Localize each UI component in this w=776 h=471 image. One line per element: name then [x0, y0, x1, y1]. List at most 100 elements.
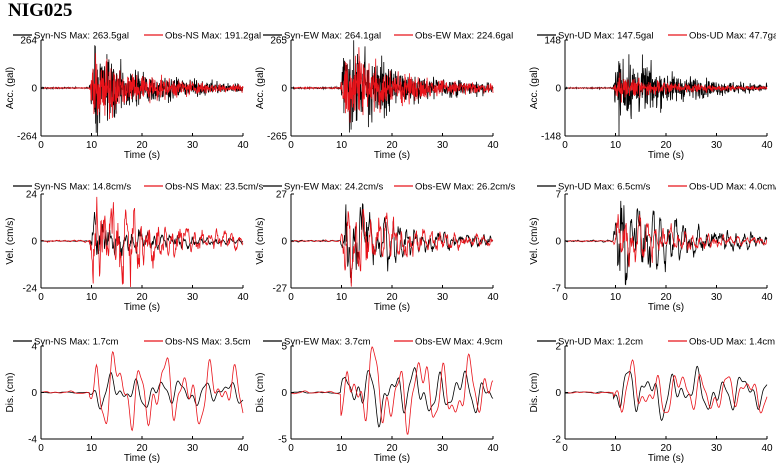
- y-tick-label: 0: [555, 237, 561, 248]
- y-axis-label: Acc. (gal): [529, 67, 540, 109]
- y-axis-label: Dis. (cm): [255, 373, 266, 413]
- x-tick-label: 0: [38, 443, 44, 454]
- y-tick-label: 0: [555, 84, 561, 95]
- x-tick-label: 0: [38, 140, 44, 151]
- y-tick-label: 4: [31, 342, 37, 353]
- x-tick-label: 10: [336, 292, 348, 303]
- legend-entry: Obs-NS Max: 3.5cm: [165, 337, 251, 348]
- x-tick-label: 0: [562, 443, 568, 454]
- legend-entry: Syn-EW Max: 264.1gal: [284, 31, 381, 42]
- x-tick-label: 40: [761, 443, 773, 454]
- x-tick-label: 40: [237, 443, 249, 454]
- panel-5: Syn-EW Max: 24.2cm/s Obs-EW Max: 26.2cm/s…: [255, 182, 516, 314]
- y-tick-label: 5: [281, 342, 287, 353]
- legend-entry: Obs-EW Max: 224.6gal: [415, 31, 513, 42]
- y-tick-label: -2: [552, 435, 561, 446]
- y-tick-label: 0: [31, 388, 37, 399]
- panel-7: Syn-NS Max: 1.7cm Obs-NS Max: 3.5cm 0 10 20 3…: [5, 337, 251, 465]
- x-tick-label: 10: [610, 443, 622, 454]
- series-line: [40, 53, 244, 120]
- x-tick-label: 30: [437, 292, 449, 303]
- x-tick-label: 30: [711, 443, 723, 454]
- x-tick-label: 40: [237, 140, 249, 151]
- x-tick-label: 30: [187, 443, 199, 454]
- x-tick-label: 10: [610, 140, 622, 151]
- x-axis-label: Time (s): [124, 150, 160, 161]
- x-tick-label: 20: [136, 443, 148, 454]
- series-line: [290, 203, 493, 284]
- series-line: [290, 366, 494, 428]
- panel-4: Syn-NS Max: 14.8cm/s Obs-NS Max: 23.5cm/s…: [5, 182, 263, 314]
- legend-entry: Obs-NS Max: 23.5cm/s: [165, 182, 263, 193]
- x-tick-label: 30: [187, 140, 199, 151]
- y-tick-label: 0: [31, 84, 37, 95]
- legend-entry: Obs-UD Max: 47.7gal: [689, 31, 776, 42]
- x-tick-label: 10: [336, 140, 348, 151]
- y-tick-label: 2: [555, 342, 561, 353]
- y-tick-label: 24: [26, 190, 38, 201]
- y-axis-label: Acc. (gal): [255, 67, 266, 109]
- x-tick-label: 40: [487, 140, 499, 151]
- y-tick-label: 0: [281, 237, 287, 248]
- x-tick-label: 40: [487, 292, 499, 303]
- x-axis-label: Time (s): [648, 453, 684, 464]
- y-axis-label: Dis. (cm): [529, 373, 540, 413]
- y-tick-label: -4: [28, 435, 37, 446]
- x-tick-label: 0: [562, 292, 568, 303]
- legend-entry: Obs-EW Max: 26.2cm/s: [415, 182, 516, 193]
- y-tick-label: -148: [541, 132, 561, 143]
- x-tick-label: 0: [562, 140, 568, 151]
- legend-entry: Obs-EW Max: 4.9cm: [415, 337, 503, 348]
- x-axis-label: Time (s): [124, 453, 160, 464]
- x-axis-label: Time (s): [124, 302, 160, 313]
- x-tick-label: 30: [711, 140, 723, 151]
- x-tick-label: 10: [86, 140, 98, 151]
- series-line: [564, 214, 768, 268]
- legend-entry: Syn-UD Max: 147.5gal: [558, 31, 654, 42]
- panel-2: Syn-EW Max: 264.1gal Obs-EW Max: 224.6gal…: [255, 31, 513, 162]
- x-tick-label: 20: [660, 292, 672, 303]
- series-line: [565, 365, 768, 422]
- series-line: [290, 208, 494, 287]
- x-tick-label: 20: [386, 292, 398, 303]
- legend-entry: Syn-UD Max: 6.5cm/s: [558, 182, 651, 193]
- x-tick-label: 30: [187, 292, 199, 303]
- x-tick-label: 20: [660, 443, 672, 454]
- x-tick-label: 30: [437, 140, 449, 151]
- x-axis-label: Time (s): [648, 302, 684, 313]
- x-tick-label: 40: [237, 292, 249, 303]
- x-tick-label: 20: [136, 140, 148, 151]
- legend-entry: Syn-UD Max: 1.2cm: [558, 337, 643, 348]
- y-tick-label: -265: [267, 132, 287, 143]
- y-axis-label: Dis. (cm): [5, 373, 16, 413]
- legend-entry: Syn-EW Max: 24.2cm/s: [284, 182, 383, 193]
- y-tick-label: -7: [552, 284, 561, 295]
- legend-entry: Syn-EW Max: 3.7cm: [284, 337, 371, 348]
- legend-entry: Syn-NS Max: 14.8cm/s: [34, 182, 131, 193]
- x-tick-label: 20: [386, 443, 398, 454]
- x-tick-label: 20: [136, 292, 148, 303]
- series-line: [40, 350, 244, 432]
- y-tick-label: 0: [555, 388, 561, 399]
- series-line: [40, 196, 244, 288]
- legend-entry: Obs-NS Max: 191.2gal: [165, 31, 261, 42]
- panel-1: Syn-NS Max: 263.5gal Obs-NS Max: 191.2gal…: [5, 31, 261, 162]
- x-tick-label: 30: [437, 443, 449, 454]
- x-tick-label: 40: [761, 140, 773, 151]
- x-tick-label: 0: [288, 292, 294, 303]
- station-title: NIG025: [8, 0, 73, 21]
- panel-6: Syn-UD Max: 6.5cm/s Obs-UD Max: 4.0cm/s 0 1…: [529, 182, 776, 314]
- series-line: [290, 346, 494, 435]
- series-line: [290, 47, 494, 123]
- x-axis-label: Time (s): [648, 150, 684, 161]
- y-tick-label: 265: [270, 36, 287, 47]
- x-axis-label: Time (s): [374, 302, 410, 313]
- legend-entry: Obs-UD Max: 1.4cm: [689, 337, 775, 348]
- series-line: [565, 72, 768, 103]
- y-tick-label: 148: [544, 36, 561, 47]
- x-tick-label: 40: [761, 292, 773, 303]
- x-tick-label: 10: [336, 443, 348, 454]
- y-axis-label: Vel. (cm/s): [255, 217, 266, 264]
